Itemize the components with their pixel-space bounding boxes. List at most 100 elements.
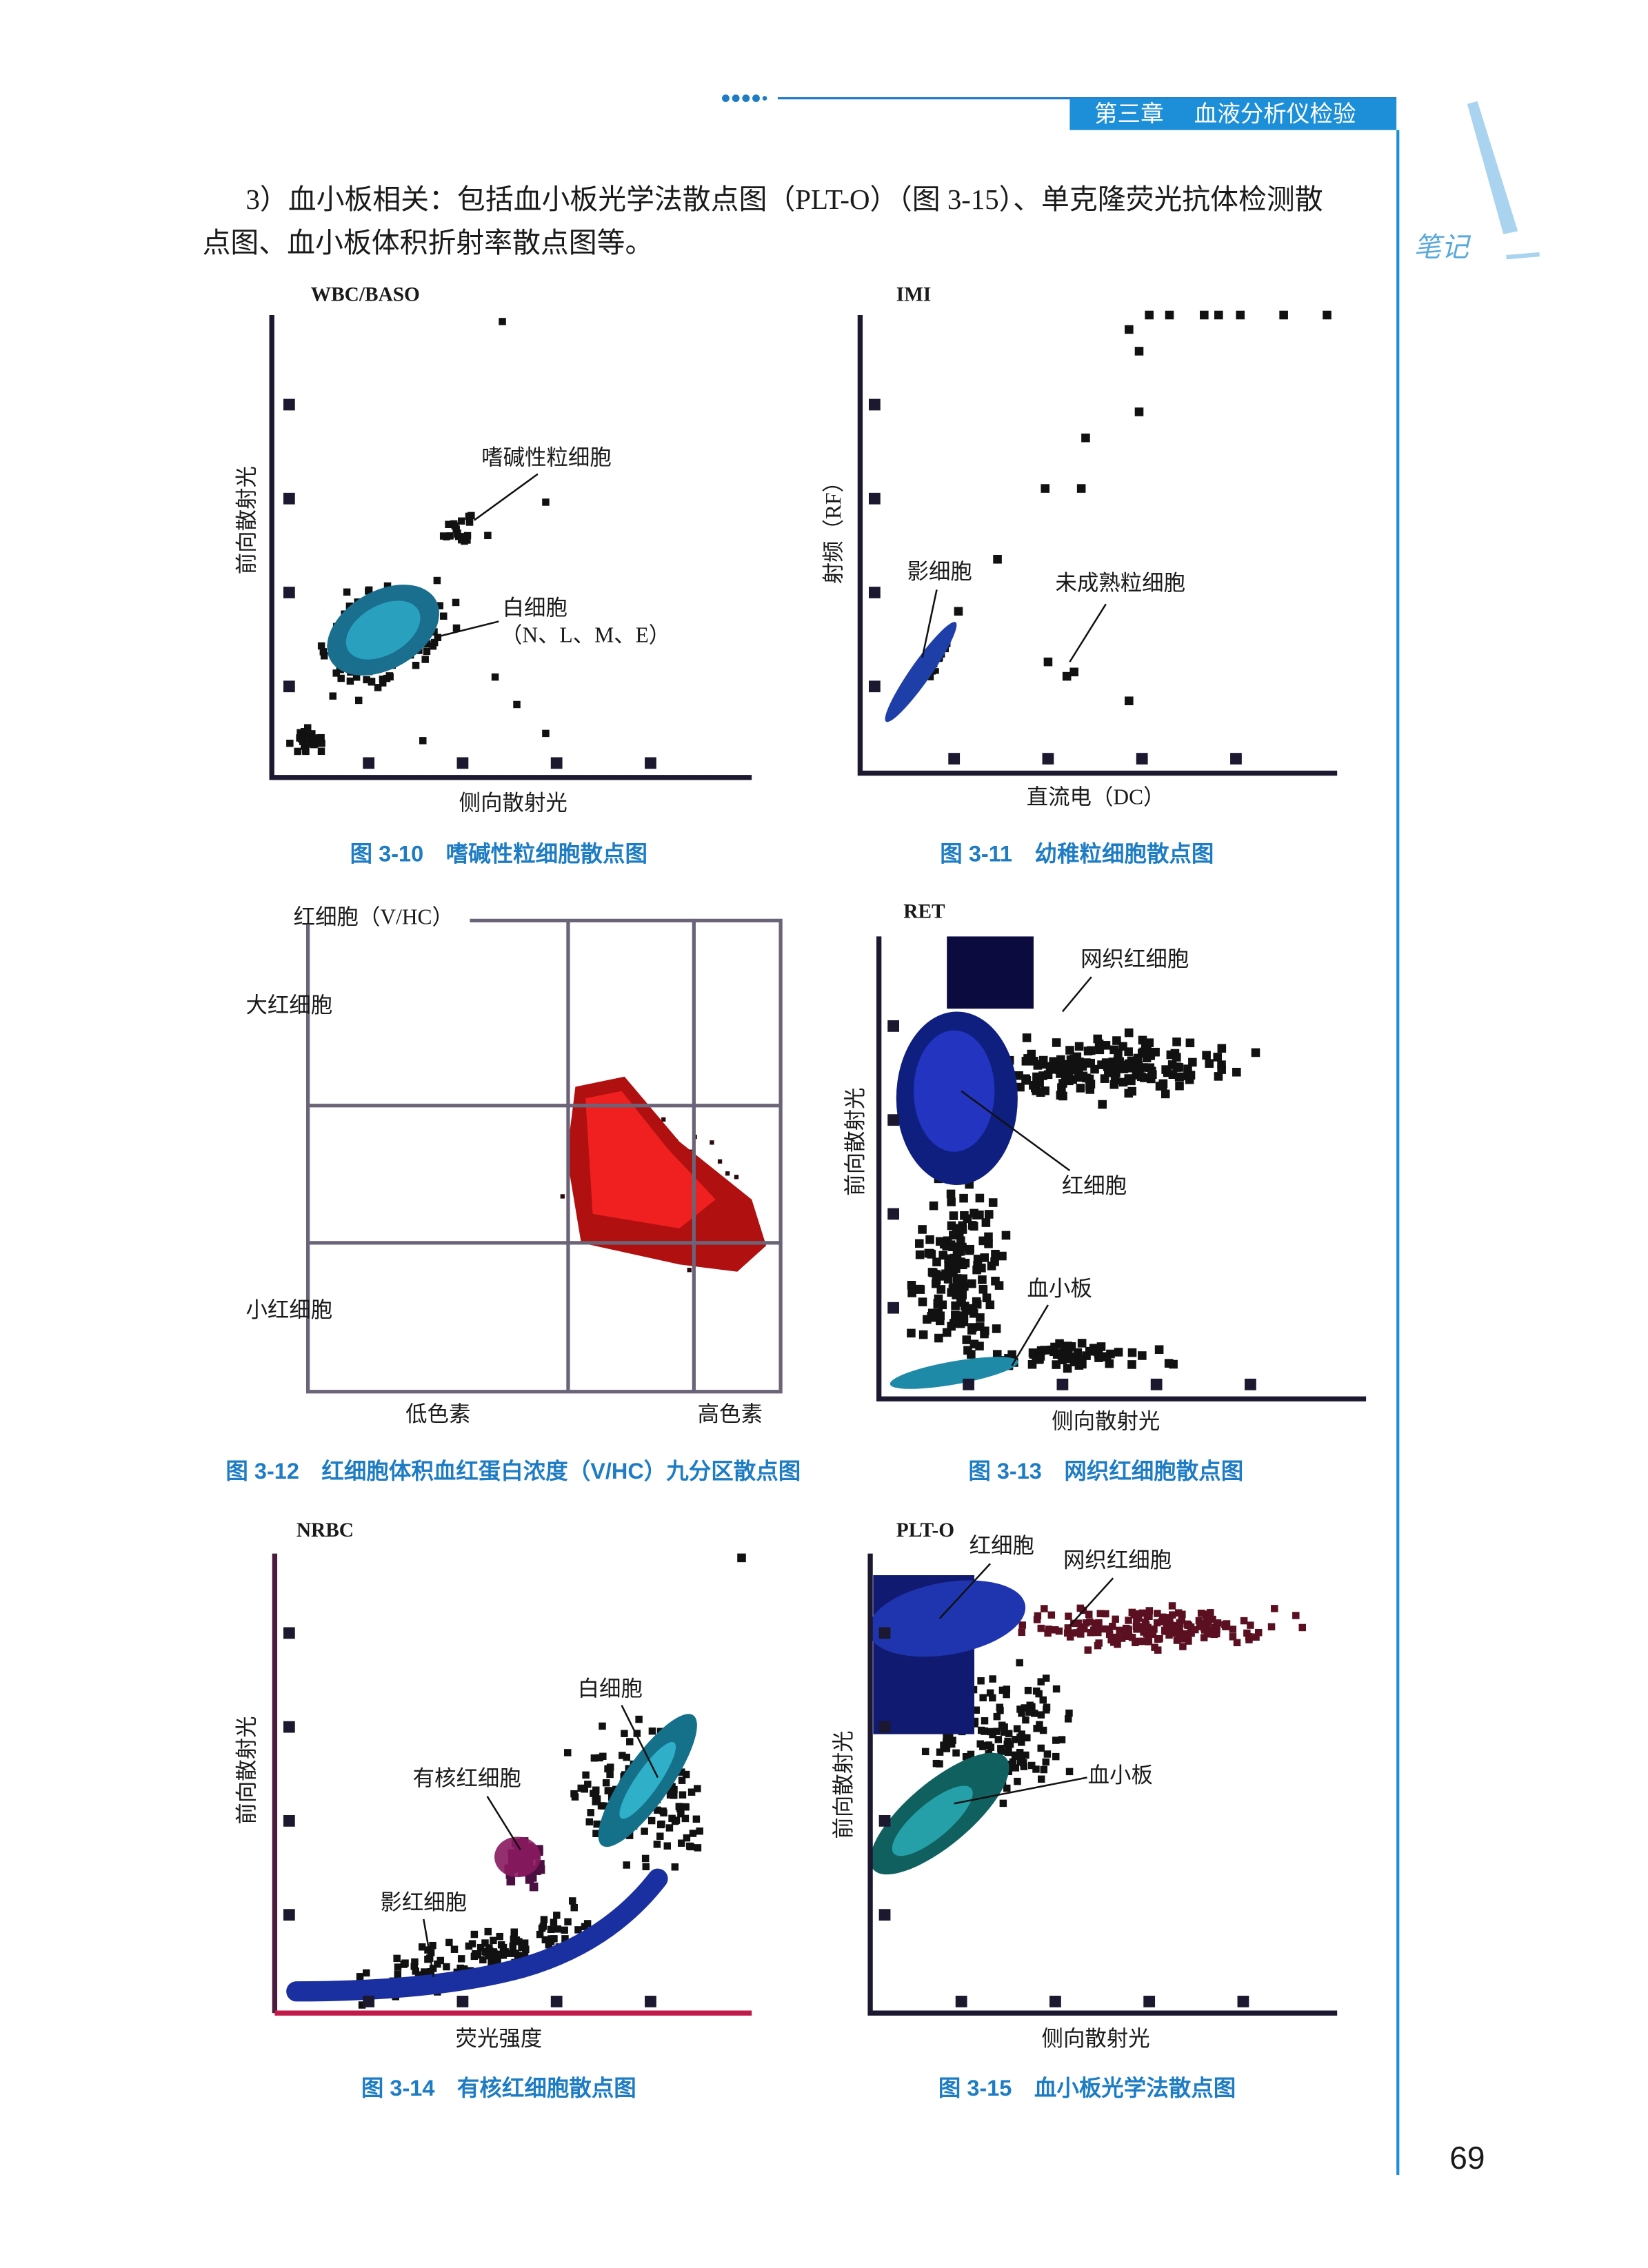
annotation: 影红细胞: [380, 1890, 467, 1914]
scatter-dot: [509, 1943, 517, 1950]
scatter-dot: [590, 1754, 599, 1762]
scatter-dot: [1025, 1708, 1033, 1716]
scatter-dot: [1096, 1342, 1106, 1351]
scatter-dot: [476, 1943, 485, 1952]
scatter-dot: [1055, 1627, 1063, 1635]
scatter-dot: [1134, 1637, 1142, 1646]
scatter-dot: [1024, 1686, 1032, 1694]
scatter-dot: [1185, 1075, 1194, 1084]
scatter-dot: [1061, 1073, 1070, 1082]
annotation: 红细胞: [969, 1533, 1034, 1557]
scatter-dot: [626, 1738, 634, 1745]
scatter-dot: [625, 1832, 634, 1839]
annotation: 网织红细胞: [1063, 1548, 1172, 1572]
plot-title: WBC/BASO: [311, 283, 420, 305]
scatter-dot: [308, 730, 316, 738]
scatter-dot: [938, 1251, 948, 1260]
scatter-dot: [647, 1816, 656, 1825]
scatter-dot: [1102, 1352, 1112, 1361]
leader: [961, 1090, 1071, 1172]
scatter-dot: [992, 1728, 1001, 1735]
scatter-dot: [1160, 1089, 1170, 1099]
y-label: 射频（RF）: [821, 471, 845, 584]
scatter-dot: [419, 737, 427, 745]
scatter-dot: [687, 1788, 696, 1796]
scatter-dot: [1000, 1724, 1008, 1732]
scatter-dot: [1073, 1629, 1081, 1637]
scatter-dot: [1058, 1736, 1066, 1743]
axis-tick: [1237, 1996, 1249, 2007]
chapter-title: 血液分析仪检验: [1194, 101, 1356, 128]
scatter-dot: [967, 1279, 976, 1288]
scatter-dot: [1151, 1643, 1158, 1651]
axis-tick: [955, 1996, 967, 2007]
axis-tick: [887, 1020, 900, 1032]
scatter-dot: [977, 1677, 985, 1685]
scatter-dot: [427, 1967, 435, 1976]
scatter-dot: [653, 1841, 661, 1848]
scatter-dot: [1052, 1737, 1060, 1744]
scatter-dot: [1168, 1602, 1176, 1610]
scatter-dot: [1085, 1085, 1095, 1094]
scatter-dot: [915, 1250, 925, 1259]
scatter-dot: [1132, 1610, 1140, 1618]
scatter-dot: [656, 1832, 664, 1840]
scatter-dot: [512, 1950, 519, 1957]
scatter-dot: [1209, 1615, 1216, 1623]
scatter-dot: [570, 1903, 578, 1912]
scatter-dot: [584, 1781, 592, 1788]
frame: [305, 918, 783, 1394]
scatter-dot: [998, 1686, 1007, 1694]
scatter-dot: [465, 518, 474, 526]
scatter-dot: [1141, 1619, 1149, 1626]
scatter-dot: [1033, 1725, 1041, 1732]
scatter-dot: [619, 1752, 626, 1759]
scatter-dot: [561, 1926, 568, 1934]
scatter-dot: [1254, 1628, 1263, 1637]
scatter-dot: [1063, 1364, 1072, 1373]
scatter-dot: [918, 1297, 927, 1306]
scatter-dot: [1014, 1777, 1021, 1785]
scatter-dot: [949, 1268, 958, 1277]
scatter-dot: [485, 1944, 493, 1952]
scatter-dot: [488, 1958, 495, 1967]
scatter-dot: [1172, 1063, 1181, 1072]
scatter-dot: [1081, 1625, 1088, 1633]
scatter-dot: [1191, 1626, 1199, 1634]
scatter-dot: [671, 1863, 679, 1871]
dot: [742, 94, 750, 103]
scatter-dot: [1013, 1725, 1021, 1733]
scatter-dot: [1056, 1091, 1065, 1100]
axis-tick: [887, 1114, 900, 1126]
scatter-dot: [932, 1257, 941, 1266]
scatter-dot: [1016, 1758, 1025, 1766]
scatter-dot: [1078, 1062, 1087, 1071]
scatter-dot: [994, 1281, 1004, 1290]
scatter-dot: [956, 1246, 965, 1256]
scatter-dot: [978, 1285, 988, 1294]
scatter-dot: [592, 1786, 600, 1794]
scatter-dot: [394, 1963, 402, 1971]
scatter-dot: [358, 2001, 366, 2009]
axis-tick: [550, 757, 563, 769]
scatter-dot: [1121, 1627, 1129, 1634]
scatter-dot: [1011, 1751, 1019, 1759]
scatter-dot: [1022, 1033, 1032, 1042]
scatter-dot: [446, 532, 454, 540]
scatter-dot: [692, 1815, 701, 1823]
scatter-dot: [1037, 1678, 1045, 1685]
caption: 图 3-12 红细胞体积血红蛋白浓度（V/HC）九分区散点图: [225, 1459, 801, 1484]
plot-title: RET: [903, 901, 945, 923]
scatter-dot: [1143, 1049, 1152, 1059]
scatter-dot: [914, 1284, 924, 1294]
scatter-dot: [981, 1717, 989, 1725]
scatter-dot: [914, 1239, 924, 1248]
scatter-dot: [445, 1938, 453, 1947]
scatter-dot: [1087, 1046, 1096, 1055]
scatter-dot: [510, 1928, 518, 1936]
scatter-dot: [460, 1965, 468, 1973]
scatter-dot: [1014, 1071, 1023, 1080]
axis-tick: [878, 1909, 891, 1921]
scatter-dot: [346, 677, 354, 685]
scatter-dot: [1133, 1053, 1143, 1063]
